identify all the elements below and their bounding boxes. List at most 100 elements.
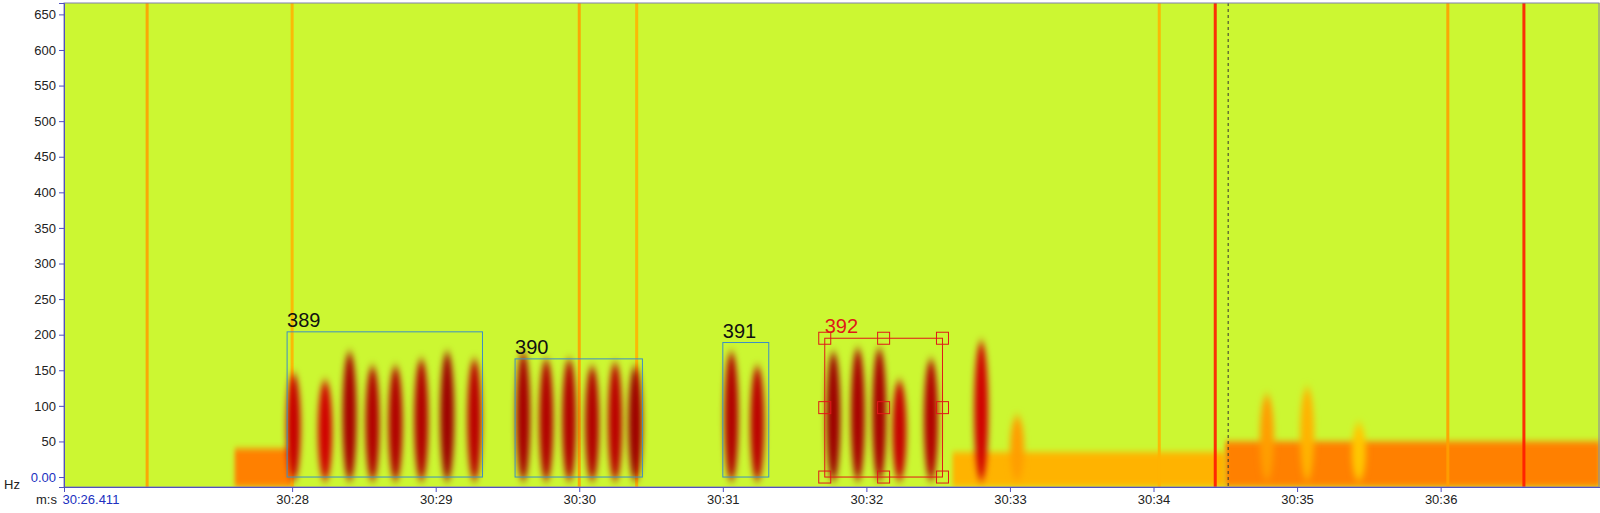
tick-mark bbox=[59, 477, 64, 478]
pulse bbox=[724, 352, 738, 481]
plot-frame bbox=[64, 3, 1599, 487]
tick: 0.00 bbox=[31, 470, 64, 485]
pulse bbox=[1300, 388, 1314, 481]
tick-label: 650 bbox=[34, 7, 56, 22]
pulse bbox=[585, 366, 599, 481]
resize-handle[interactable] bbox=[878, 402, 890, 414]
tick: 30:30 bbox=[563, 487, 596, 507]
resize-handle[interactable] bbox=[819, 471, 831, 483]
tick-mark bbox=[59, 192, 64, 193]
annotation-box[interactable] bbox=[515, 359, 642, 477]
pulse bbox=[440, 352, 454, 481]
tick: 30:26.411 bbox=[63, 487, 120, 507]
tick-label: 100 bbox=[34, 399, 56, 414]
tick-mark bbox=[59, 406, 64, 407]
tick-label: 500 bbox=[34, 114, 56, 129]
tick: 500 bbox=[34, 114, 64, 129]
tick-mark bbox=[59, 441, 64, 442]
resize-handle[interactable] bbox=[936, 402, 948, 414]
tick: 400 bbox=[34, 185, 64, 200]
tick-label: 450 bbox=[34, 149, 56, 164]
tick: 550 bbox=[34, 78, 64, 93]
plot-area bbox=[64, 3, 1600, 487]
resize-handle[interactable] bbox=[936, 332, 948, 344]
tick-label: 400 bbox=[34, 185, 56, 200]
annotation-label[interactable]: 390 bbox=[515, 336, 548, 358]
tick-label: 300 bbox=[34, 256, 56, 271]
tick-label: 200 bbox=[34, 327, 56, 342]
tick-mark bbox=[59, 121, 64, 122]
tick-label: 30:29 bbox=[420, 492, 453, 507]
click bbox=[1214, 3, 1217, 487]
tick: 300 bbox=[34, 256, 64, 271]
pulse bbox=[539, 359, 553, 481]
tick-mark bbox=[59, 335, 64, 336]
pulse bbox=[366, 366, 380, 481]
tick: 100 bbox=[34, 399, 64, 414]
annotation-label[interactable]: 389 bbox=[287, 309, 320, 331]
tick: 30:28 bbox=[276, 487, 309, 507]
click bbox=[578, 3, 581, 487]
tick-label: 250 bbox=[34, 292, 56, 307]
tick-label: 550 bbox=[34, 78, 56, 93]
pulse bbox=[608, 363, 622, 481]
resize-handle[interactable] bbox=[936, 471, 948, 483]
tick-label: 30:34 bbox=[1138, 492, 1171, 507]
pulse bbox=[628, 366, 642, 481]
click bbox=[146, 3, 149, 487]
pulse bbox=[872, 348, 886, 481]
pulse bbox=[388, 366, 402, 481]
click bbox=[1446, 3, 1449, 487]
pulse bbox=[318, 381, 332, 482]
resize-handle[interactable] bbox=[878, 332, 890, 344]
chart: 389 390 391 392 30:26.411 30:28 30:29 30:30 30:3… bbox=[0, 0, 1600, 513]
background bbox=[64, 3, 1600, 487]
tick-label: 50 bbox=[42, 434, 56, 449]
annotation-box[interactable] bbox=[723, 343, 769, 478]
tick-label: 30:35 bbox=[1281, 492, 1314, 507]
annotation-box[interactable] bbox=[825, 338, 943, 477]
tick: 250 bbox=[34, 292, 64, 307]
tick-label: 30:33 bbox=[994, 492, 1027, 507]
tick-mark bbox=[59, 14, 64, 15]
resize-handle[interactable] bbox=[878, 471, 890, 483]
tick: 30:31 bbox=[707, 487, 740, 507]
low-band bbox=[953, 452, 1226, 487]
tick: 30:32 bbox=[851, 487, 884, 507]
cursor-line[interactable] bbox=[1228, 3, 1229, 487]
tick-label: 600 bbox=[34, 43, 56, 58]
pulse bbox=[562, 359, 576, 481]
tick: 30:29 bbox=[420, 487, 453, 507]
y-axis-title: Hz bbox=[4, 477, 20, 492]
click bbox=[1522, 3, 1525, 487]
pulse bbox=[516, 352, 530, 481]
annotation-box[interactable] bbox=[287, 332, 482, 477]
tick: 30:35 bbox=[1281, 487, 1314, 507]
x-axis: 30:26.411 30:28 30:29 30:30 30:31 30:32 30:33 3… bbox=[63, 487, 1600, 507]
annotation-label[interactable]: 392 bbox=[825, 315, 858, 337]
pulse bbox=[343, 352, 357, 481]
tick-mark bbox=[59, 370, 64, 371]
tick-mark bbox=[59, 228, 64, 229]
tick: 150 bbox=[34, 363, 64, 378]
tick: 600 bbox=[34, 43, 64, 58]
pulse bbox=[287, 373, 301, 481]
tick: 200 bbox=[34, 327, 64, 342]
pulse bbox=[1010, 416, 1024, 481]
tick: 30:34 bbox=[1138, 487, 1171, 507]
tick: 50 bbox=[42, 434, 64, 449]
pulse bbox=[467, 359, 481, 481]
pulse bbox=[851, 348, 865, 481]
pulse bbox=[750, 366, 764, 481]
resize-handle[interactable] bbox=[819, 402, 831, 414]
tick-label: 30:26.411 bbox=[63, 492, 120, 507]
pulse bbox=[826, 352, 840, 481]
tick: 350 bbox=[34, 221, 64, 236]
pulse bbox=[892, 381, 906, 482]
tick-label: 350 bbox=[34, 221, 56, 236]
tick-label: 30:32 bbox=[851, 492, 884, 507]
annotation-label[interactable]: 391 bbox=[723, 320, 756, 342]
tick-mark bbox=[59, 264, 64, 265]
pulse bbox=[974, 341, 988, 481]
tick-mark bbox=[59, 299, 64, 300]
